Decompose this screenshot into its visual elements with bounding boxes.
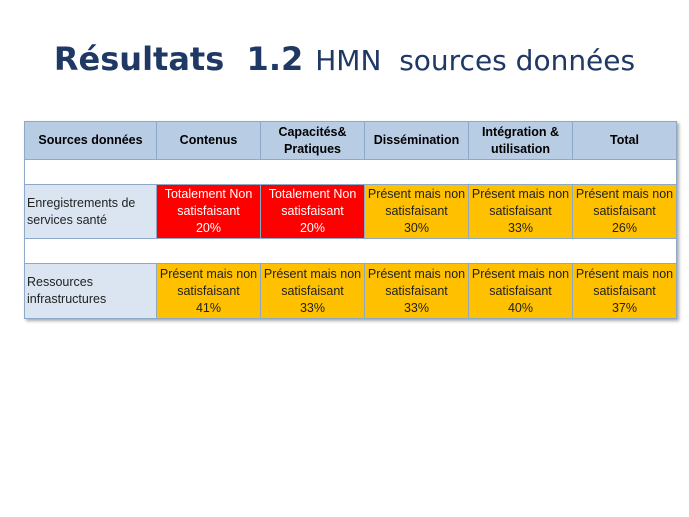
table-cell: Présent mais non satisfaisant 33% bbox=[260, 263, 365, 319]
cell-percent: 20% bbox=[299, 221, 326, 235]
cell-status: Présent mais non satisfaisant bbox=[263, 266, 362, 298]
cell-percent: 37% bbox=[611, 300, 638, 315]
cell-status: Présent mais non satisfaisant bbox=[575, 266, 674, 298]
cell-percent: 41% bbox=[195, 300, 222, 315]
cell-percent: 33% bbox=[403, 300, 430, 315]
table-cell: Totalement Non satisfaisant 20% bbox=[156, 184, 261, 239]
cell-percent: 40% bbox=[507, 300, 534, 315]
cell-percent: 26% bbox=[611, 221, 638, 235]
header-contenus: Contenus bbox=[156, 121, 261, 160]
title-sub: HMN sources données bbox=[315, 44, 636, 77]
title-main: Résultats 1.2 bbox=[53, 40, 304, 78]
table-cell: Présent mais non satisfaisant 40% bbox=[468, 263, 573, 319]
header-total: Total bbox=[572, 121, 677, 160]
spacer-row bbox=[24, 159, 677, 185]
cell-status: Présent mais non satisfaisant bbox=[471, 266, 570, 298]
header-capacites: Capacités& Pratiques bbox=[260, 121, 365, 160]
table-row: Enregistrements de services santé Totale… bbox=[24, 184, 677, 239]
table-cell: Présent mais non satisfaisant 33% bbox=[468, 184, 573, 239]
table-cell: Présent mais non satisfaisant 41% bbox=[156, 263, 261, 319]
header-integration: Intégration & utilisation bbox=[468, 121, 573, 160]
cell-percent: 33% bbox=[299, 300, 326, 315]
header-row: Sources données Contenus Capacités& Prat… bbox=[24, 121, 677, 160]
cell-status: Présent mais non satisfaisant bbox=[575, 187, 674, 218]
cell-status: Totalement Non satisfaisant bbox=[164, 187, 253, 218]
cell-status: Présent mais non satisfaisant bbox=[367, 266, 466, 298]
cell-status: Présent mais non satisfaisant bbox=[471, 187, 570, 218]
table-cell: Présent mais non satisfaisant 37% bbox=[572, 263, 677, 319]
slide-title: Résultats 1.2 HMN sources données bbox=[0, 40, 689, 78]
table-row: Ressources infrastructures Présent mais … bbox=[24, 263, 677, 319]
header-sources: Sources données bbox=[24, 121, 157, 160]
table-cell: Présent mais non satisfaisant 33% bbox=[364, 263, 469, 319]
cell-status: Présent mais non satisfaisant bbox=[367, 187, 466, 218]
table-cell: Totalement Non satisfaisant 20% bbox=[260, 184, 365, 239]
cell-percent: 20% bbox=[195, 221, 222, 235]
row-label: Ressources infrastructures bbox=[24, 263, 157, 319]
header-dissemination: Dissémination bbox=[364, 121, 469, 160]
row-label: Enregistrements de services santé bbox=[24, 184, 157, 239]
spacer-row bbox=[24, 238, 677, 264]
cell-status: Présent mais non satisfaisant bbox=[159, 266, 258, 298]
results-table: Sources données Contenus Capacités& Prat… bbox=[24, 121, 677, 319]
table-cell: Présent mais non satisfaisant 30% bbox=[364, 184, 469, 239]
cell-status: Totalement Non satisfaisant bbox=[268, 187, 357, 218]
cell-percent: 30% bbox=[403, 221, 430, 235]
cell-percent: 33% bbox=[507, 221, 534, 235]
table-cell: Présent mais non satisfaisant 26% bbox=[572, 184, 677, 239]
